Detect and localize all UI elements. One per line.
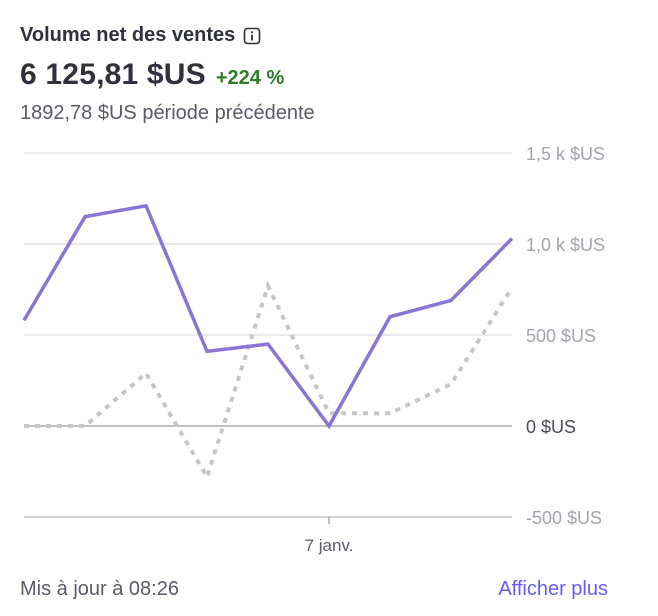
summary-values: 6 125,81 $US +224 % bbox=[20, 58, 284, 92]
info-icon[interactable] bbox=[243, 27, 261, 45]
y-tick-label-0: 1,5 k $US bbox=[526, 144, 605, 164]
y-tick-label-2: 500 $US bbox=[526, 326, 596, 346]
card-title: Volume net des ventes bbox=[20, 24, 236, 46]
show-more-link[interactable]: Afficher plus bbox=[498, 578, 608, 600]
series-line-current bbox=[22, 203, 514, 430]
card-header: Volume net des ventes bbox=[20, 24, 261, 47]
updated-time: Mis à jour à 08:26 bbox=[20, 578, 179, 600]
y-tick-label-1: 1,0 k $US bbox=[526, 235, 605, 255]
total-value: 6 125,81 $US bbox=[20, 58, 206, 91]
previous-period-value: 1892,78 $US période précédente bbox=[20, 102, 315, 124]
series-line-previous bbox=[24, 280, 514, 482]
y-tick-label-3: 0 $US bbox=[526, 417, 576, 437]
delta-badge: +224 % bbox=[215, 67, 285, 89]
x-tick-label-0: 7 janv. bbox=[305, 536, 354, 555]
y-tick-label-4: -500 $US bbox=[526, 508, 602, 528]
